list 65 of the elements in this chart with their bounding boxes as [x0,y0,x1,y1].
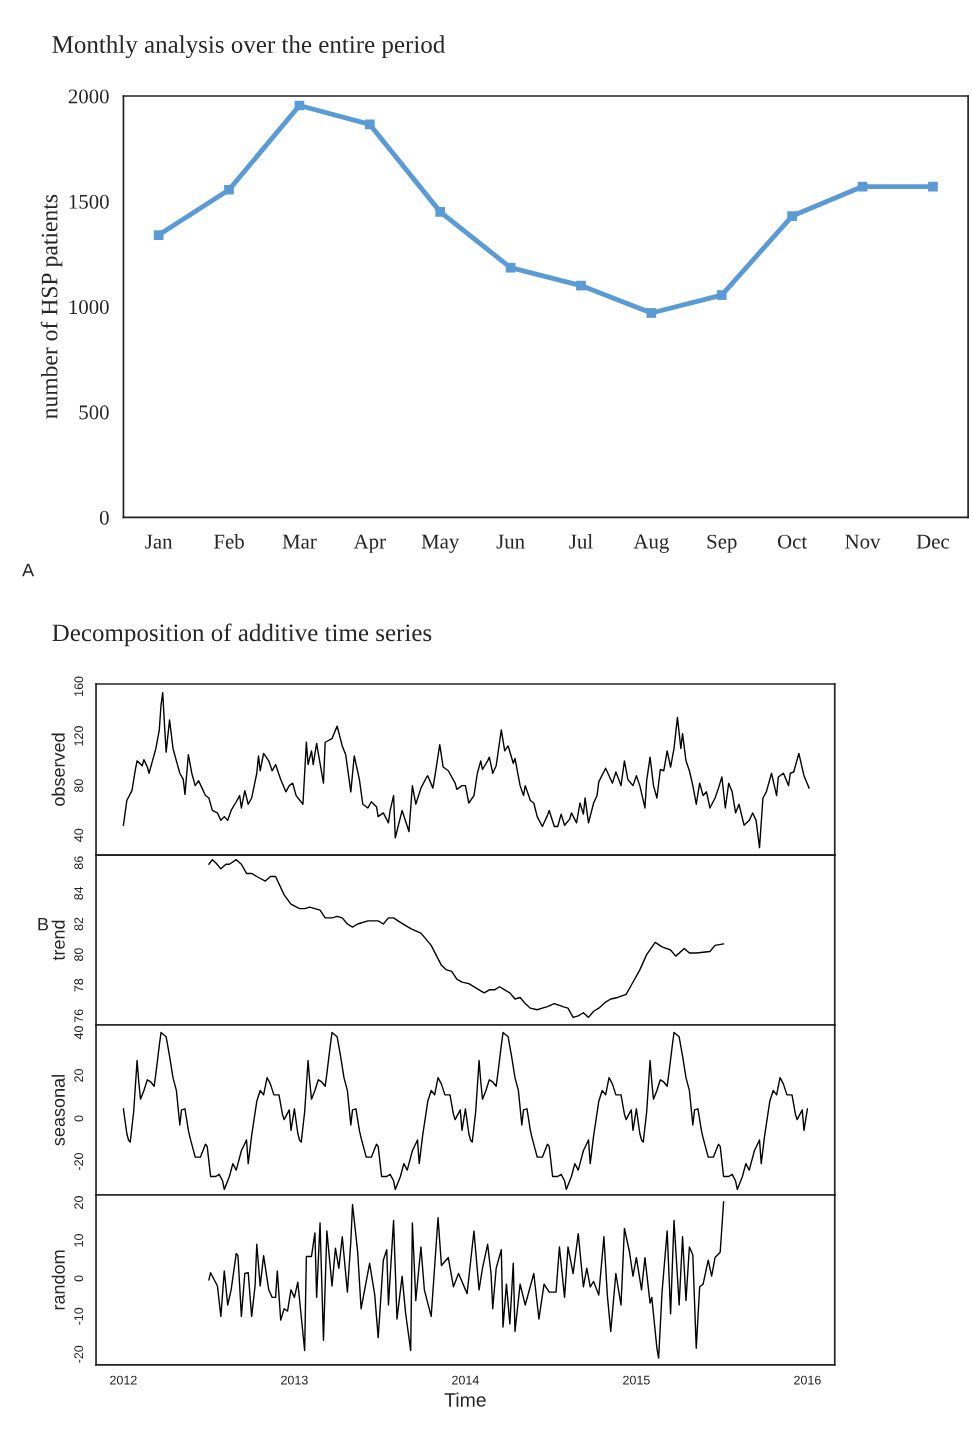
line-series [122,1031,809,1191]
x-tick-label: Dec [916,534,950,549]
chart-title: Decomposition of additive time series [52,623,432,647]
x-tick-label: 2012 [110,1375,137,1385]
point [576,280,586,291]
y-tick-label: 78 [74,978,84,992]
y-tick-label: 80 [74,779,84,793]
x-tick-label: Jan [145,534,173,549]
text: A [22,563,35,577]
point [505,262,516,273]
point [646,308,657,318]
y-axis-title: seasonal [51,1075,65,1146]
y-tick-label: 76 [74,1009,84,1023]
x-tick-label: 2013 [281,1375,308,1385]
line-series [208,858,725,1019]
x-tick-label: Sep [707,534,737,553]
chart-title: Monthly analysis over the entire period [52,35,445,59]
y-tick-label: 10 [74,1234,84,1247]
x-tick-label: 2014 [452,1375,479,1385]
y-tick-label: 1500 [69,194,109,209]
y-tick-label: 0 [74,1115,84,1122]
y-tick-label: 500 [79,405,109,420]
x-tick-label: Mar [282,534,317,549]
y-tick-label: -20 [74,1345,84,1363]
y-tick-label: 160 [74,676,84,696]
y-tick-label: 120 [74,726,84,746]
point [787,211,797,221]
y-tick-label: 40 [74,828,84,842]
x-tick-label: May [421,534,460,553]
x-axis-title: Time [444,1392,486,1407]
x-tick-label: 2016 [794,1375,821,1385]
y-tick-label: 84 [74,886,84,900]
x-tick-label: Feb [214,533,244,549]
point [364,119,375,130]
text: B [38,917,49,931]
point [716,290,727,300]
line-series [208,1201,725,1359]
point [153,230,164,240]
line-series [122,691,810,849]
x-tick-label: Jul [569,533,593,549]
x-tick-label: Apr [353,534,386,553]
point [928,181,938,192]
y-axis-title: observed [51,733,65,806]
y-tick-label: 0 [74,1275,84,1282]
x-tick-label: Jun [496,534,525,549]
x-tick-label: Nov [845,534,881,549]
y-tick-label: 2000 [68,89,109,104]
y-tick-label: 0 [99,510,109,525]
y-tick-label: 20 [74,1069,84,1082]
y-axis-title: random [51,1250,65,1310]
y-tick-label: -20 [74,1152,84,1170]
y-axis-title: trend [51,920,65,961]
y-axis-title: number of HSP patients [40,194,63,419]
point [435,207,446,217]
y-tick-label: 82 [74,917,84,931]
x-tick-label: Aug [633,534,669,553]
y-tick-label: 80 [74,948,84,961]
x-tick-label: 2015 [623,1375,650,1385]
y-tick-label: 20 [74,1196,84,1209]
x-tick-label: Oct [777,534,808,549]
y-tick-label: 40 [74,1026,84,1040]
y-tick-label: 1000 [69,300,109,315]
y-tick-label: 86 [74,856,84,870]
point [224,184,234,195]
y-tick-label: -10 [74,1307,84,1325]
